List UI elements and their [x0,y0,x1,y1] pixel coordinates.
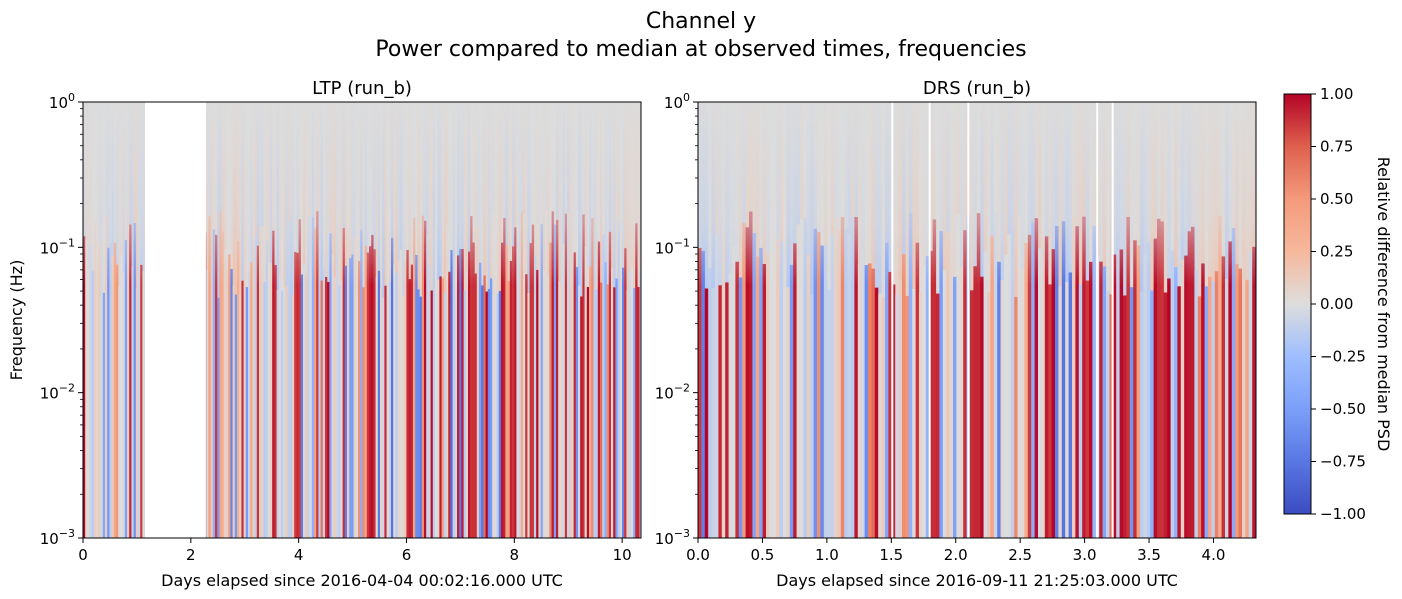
x-tick-label: 0.0 [686,546,710,564]
y-tick-label: 10−1 [655,236,690,257]
drs-panel: DRS (run_b) 0.0 0.5 1.0 1.5 2.0 2.5 3.0 3.5 4.0 … [655,78,1257,590]
y-tick-label: 10−3 [655,527,690,548]
colorbar: 1.00 0.75 0.50 0.25 0.00 −0.25 −0.50 −0.75 −1.00… [1283,85,1393,523]
y-tick-label: 100 [49,91,75,112]
x-tick-label: 8 [510,546,520,564]
y-tick-label: 10−3 [40,527,75,548]
y-tick-label: 10−1 [40,236,75,257]
colorbar-tick-label: −0.75 [1320,453,1366,471]
data-gap [1111,102,1114,538]
drs-panel-title: DRS (run_b) [923,78,1031,99]
ltp-x-axis-label: Days elapsed since 2016-04-04 00:02:16.0… [161,571,563,590]
data-gap [891,102,894,538]
ltp-y-ticks: 10−3 10−2 10−1 100 [40,91,83,548]
drs-axes-frame [697,101,1257,539]
x-tick-label: 2.5 [1008,546,1032,564]
x-tick-label: 0.5 [751,546,775,564]
ltp-heatmap [83,102,641,538]
data-gap [1096,102,1099,538]
ltp-x-ticks: 0 2 4 6 8 10 [78,538,632,564]
x-tick-label: 4.0 [1202,546,1226,564]
x-tick-label: 6 [402,546,412,564]
ltp-panel: LTP (run_b) 0 2 4 6 8 10 10−3 10−2 10−1 100 Days… [7,78,642,590]
drs-x-axis-label: Days elapsed since 2016-09-11 21:25:03.0… [776,571,1178,590]
y-tick-label: 10−2 [655,382,690,403]
colorbar-tick-label: 0.25 [1320,243,1353,261]
colorbar-tick-label: −0.50 [1320,400,1366,418]
x-tick-label: 2.0 [944,546,968,564]
y-axis-label: Frequency (Hz) [7,260,26,381]
colorbar-tick-label: 0.00 [1320,295,1353,313]
figure-title-line2: Power compared to median at observed tim… [375,37,1026,62]
x-tick-label: 3.0 [1073,546,1097,564]
colorbar-tick-label: 1.00 [1320,85,1353,103]
ltp-panel-title: LTP (run_b) [312,78,412,99]
heatmap-fade [698,102,1256,538]
figure-title-line1: Channel y [646,9,756,34]
x-tick-label: 0 [78,546,88,564]
data-gap [967,102,970,538]
drs-x-ticks: 0.0 0.5 1.0 1.5 2.0 2.5 3.0 3.5 4.0 [686,538,1225,564]
colorbar-tick-label: −1.00 [1320,505,1366,523]
drs-y-ticks: 10−3 10−2 10−1 100 [655,91,698,548]
colorbar-tick-label: 0.75 [1320,138,1353,156]
x-tick-label: 1.0 [815,546,839,564]
colorbar-ticks: 1.00 0.75 0.50 0.25 0.00 −0.25 −0.50 −0.75 −1.00 [1311,85,1366,523]
ltp-axes-frame [82,101,642,539]
colorbar-tick-label: 0.50 [1320,190,1353,208]
y-tick-label: 10−2 [40,382,75,403]
x-tick-label: 2 [186,546,196,564]
x-tick-label: 4 [294,546,304,564]
drs-heatmap [698,102,1256,538]
y-tick-label: 100 [664,91,690,112]
colorbar-gradient [1283,93,1312,515]
x-tick-label: 3.5 [1137,546,1161,564]
colorbar-tick-label: −0.25 [1320,348,1366,366]
colorbar-label: Relative difference from median PSD [1374,157,1393,452]
data-gap [145,102,206,538]
x-tick-label: 1.5 [879,546,903,564]
x-tick-label: 10 [613,546,632,564]
data-gap [928,102,931,538]
